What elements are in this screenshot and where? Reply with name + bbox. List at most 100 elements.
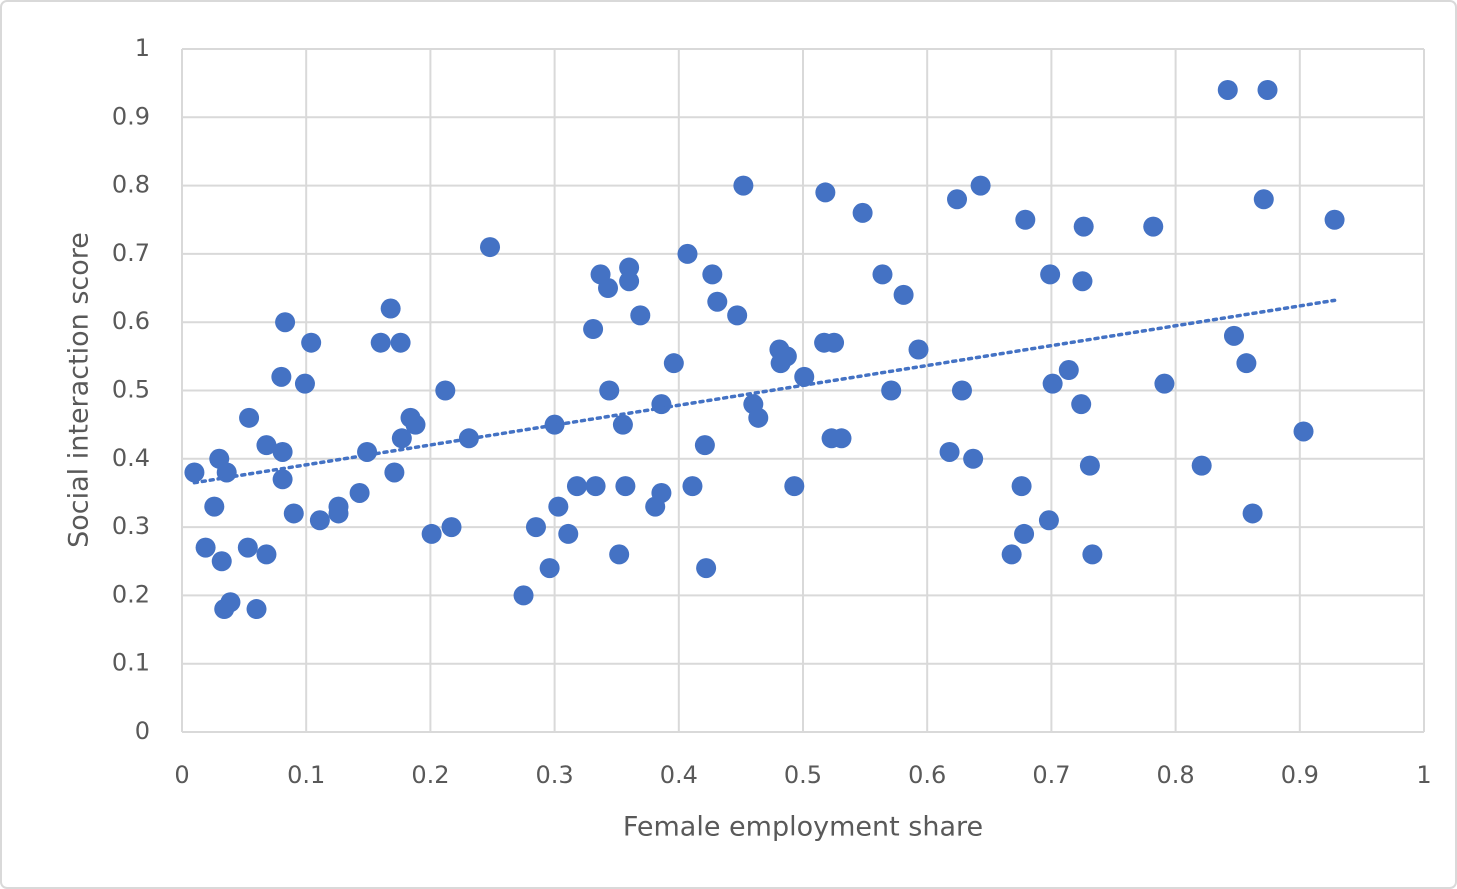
point xyxy=(831,428,852,449)
y-tick-label: 0 xyxy=(135,717,150,745)
point xyxy=(947,189,968,210)
point xyxy=(380,298,401,319)
y-tick-label: 0.6 xyxy=(112,307,150,335)
point xyxy=(195,537,216,558)
point xyxy=(480,237,501,258)
point xyxy=(612,414,633,435)
point xyxy=(599,380,620,401)
point xyxy=(852,202,873,223)
point xyxy=(272,469,293,490)
point xyxy=(696,558,717,579)
point xyxy=(651,482,672,503)
point xyxy=(1079,455,1100,476)
point xyxy=(1257,79,1278,100)
point xyxy=(963,448,984,469)
y-tick-label: 0.3 xyxy=(112,512,150,540)
point xyxy=(220,592,241,613)
point xyxy=(544,414,565,435)
y-tick-label: 0.1 xyxy=(112,649,150,677)
point xyxy=(441,517,462,538)
x-tick-label: 0.6 xyxy=(908,761,946,789)
x-tick-label: 0.2 xyxy=(411,761,449,789)
point xyxy=(328,503,349,524)
x-tick-label: 0 xyxy=(174,761,189,789)
point xyxy=(609,544,630,565)
point xyxy=(435,380,456,401)
point xyxy=(1015,209,1036,230)
point xyxy=(391,428,412,449)
point xyxy=(513,585,534,606)
point xyxy=(301,332,322,353)
point xyxy=(421,523,442,544)
point xyxy=(677,243,698,264)
point xyxy=(824,332,845,353)
point xyxy=(630,305,651,326)
point xyxy=(204,496,225,517)
point xyxy=(309,510,330,531)
point xyxy=(872,264,893,285)
trendline xyxy=(192,298,1337,485)
point xyxy=(1040,264,1061,285)
x-tick-label: 1 xyxy=(1416,761,1431,789)
point xyxy=(272,441,293,462)
y-tick-label: 0.9 xyxy=(112,102,150,130)
point xyxy=(707,291,728,312)
x-tick-label: 0.8 xyxy=(1157,761,1195,789)
point xyxy=(1154,373,1175,394)
point xyxy=(733,175,754,196)
point xyxy=(294,373,315,394)
point xyxy=(558,523,579,544)
point xyxy=(405,414,426,435)
x-tick-label: 0.1 xyxy=(287,761,325,789)
point xyxy=(275,312,296,333)
point xyxy=(539,558,560,579)
y-tick-label: 0.7 xyxy=(112,239,150,267)
point xyxy=(951,380,972,401)
point xyxy=(548,496,569,517)
point xyxy=(651,394,672,415)
point xyxy=(239,407,260,428)
point xyxy=(1217,79,1238,100)
x-tick-label: 0.4 xyxy=(660,761,698,789)
point xyxy=(776,346,797,367)
point xyxy=(1073,216,1094,237)
y-tick-label: 0.5 xyxy=(112,376,150,404)
point xyxy=(585,476,606,497)
y-tick-label: 1 xyxy=(135,34,150,62)
point xyxy=(1011,476,1032,497)
point xyxy=(458,428,479,449)
point xyxy=(1038,510,1059,531)
point xyxy=(256,435,277,456)
point xyxy=(271,366,292,387)
point xyxy=(663,353,684,374)
point xyxy=(784,476,805,497)
point xyxy=(1293,421,1314,442)
point xyxy=(349,482,370,503)
point xyxy=(384,462,405,483)
point xyxy=(970,175,991,196)
point xyxy=(1014,523,1035,544)
point xyxy=(939,441,960,462)
point xyxy=(1324,209,1345,230)
x-tick-label: 0.3 xyxy=(536,761,574,789)
point xyxy=(390,332,411,353)
y-tick-label: 0.4 xyxy=(112,444,150,472)
point xyxy=(893,284,914,305)
point xyxy=(615,476,636,497)
point xyxy=(881,380,902,401)
x-axis-title: Female employment share xyxy=(623,812,983,843)
point xyxy=(619,271,640,292)
point xyxy=(1082,544,1103,565)
y-axis-title: Social interaction score xyxy=(64,232,95,548)
point xyxy=(1223,325,1244,346)
point xyxy=(727,305,748,326)
x-tick-label: 0.5 xyxy=(784,761,822,789)
point xyxy=(357,441,378,462)
point xyxy=(283,503,304,524)
y-tick-label: 0.8 xyxy=(112,171,150,199)
point xyxy=(184,462,205,483)
point xyxy=(1143,216,1164,237)
point xyxy=(1042,373,1063,394)
